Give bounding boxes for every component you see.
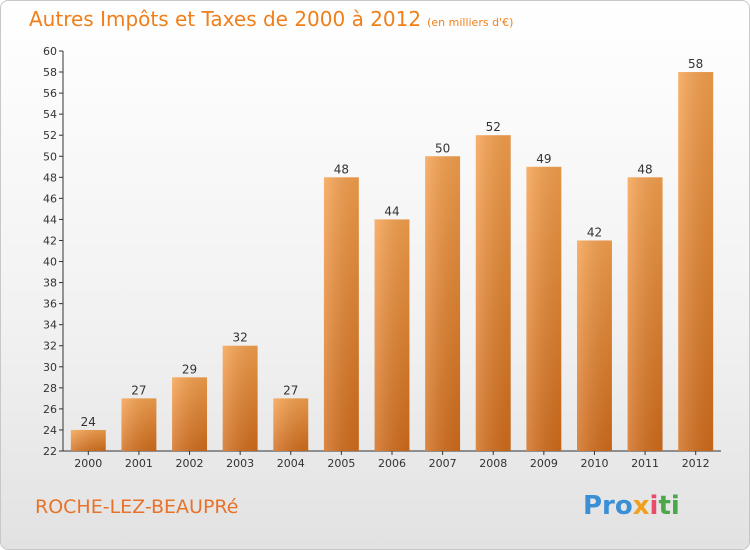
bar-value-label: 44 bbox=[384, 204, 399, 218]
x-tick-label: 2000 bbox=[74, 457, 102, 470]
bar-shade bbox=[70, 429, 106, 451]
town-name: ROCHE-LEZ-BEAUPRé bbox=[35, 496, 239, 518]
data-labels: 24 27 29 32 27 48 44 50 52 49 42 48 58 bbox=[81, 57, 704, 429]
x-tick-label: 2003 bbox=[226, 457, 254, 470]
x-tick-label: 2005 bbox=[327, 457, 355, 470]
x-tick-label: 2009 bbox=[530, 457, 558, 470]
chart-title-unit: (en milliers d'€) bbox=[427, 16, 514, 29]
bar-shade bbox=[627, 177, 663, 451]
y-tick-label: 22 bbox=[43, 445, 57, 458]
logo-part-3: i bbox=[649, 491, 659, 521]
y-tick-label: 50 bbox=[43, 150, 57, 163]
bar-value-label: 32 bbox=[233, 331, 248, 345]
bar-shade bbox=[526, 166, 562, 451]
y-tick-label: 28 bbox=[43, 382, 57, 395]
bar-shade bbox=[323, 177, 359, 451]
x-tick-label: 2010 bbox=[580, 457, 608, 470]
bar-shade bbox=[425, 156, 461, 451]
bar-shade bbox=[273, 398, 309, 451]
bar-shade bbox=[678, 72, 714, 451]
x-tick-label: 2008 bbox=[479, 457, 507, 470]
bar-value-label: 50 bbox=[435, 141, 450, 155]
logo-part-2: x bbox=[632, 491, 650, 521]
chart-title: Autres Impôts et Taxes de 2000 à 2012 (en… bbox=[29, 7, 513, 31]
chart-title-main: Autres Impôts et Taxes de 2000 à 2012 bbox=[29, 7, 422, 31]
y-tick-label: 44 bbox=[43, 213, 57, 226]
x-tick-label: 2007 bbox=[429, 457, 457, 470]
bar-value-label: 48 bbox=[637, 162, 652, 176]
bar-shade bbox=[222, 345, 258, 451]
bar-value-label: 29 bbox=[182, 362, 197, 376]
y-tick-label: 56 bbox=[43, 87, 57, 100]
y-tick-label: 38 bbox=[43, 277, 57, 290]
x-axis: 2000 2001 2002 2003 2004 2005 2006 2007 2008 2009… bbox=[63, 450, 721, 470]
y-tick-label: 42 bbox=[43, 234, 57, 247]
y-tick-label: 34 bbox=[43, 319, 57, 332]
bar-value-label: 42 bbox=[587, 225, 602, 239]
y-tick-label: 54 bbox=[43, 108, 57, 121]
bar-shade bbox=[475, 135, 511, 452]
y-tick-label: 30 bbox=[43, 361, 57, 374]
x-tick-label: 2012 bbox=[682, 457, 710, 470]
y-tick-label: 60 bbox=[43, 45, 57, 58]
y-tick-label: 46 bbox=[43, 192, 57, 205]
logo-part-1: Pro bbox=[583, 491, 633, 521]
x-tick-label: 2006 bbox=[378, 457, 406, 470]
y-tick-label: 40 bbox=[43, 256, 57, 269]
y-tick-label: 52 bbox=[43, 129, 57, 142]
bar-shade bbox=[576, 240, 612, 451]
x-tick-label: 2001 bbox=[125, 457, 153, 470]
bar-value-label: 49 bbox=[536, 152, 551, 166]
y-tick-label: 24 bbox=[43, 424, 57, 437]
bar-shade bbox=[374, 219, 410, 451]
proxiti-logo[interactable]: Proxiti bbox=[583, 491, 680, 521]
x-tick-label: 2002 bbox=[176, 457, 204, 470]
bars bbox=[70, 72, 714, 452]
bar-value-label: 52 bbox=[486, 120, 501, 134]
bar-value-label: 27 bbox=[131, 383, 146, 397]
y-tick-label: 58 bbox=[43, 66, 57, 79]
x-tick-label: 2011 bbox=[631, 457, 659, 470]
bar-shade bbox=[172, 377, 208, 451]
y-tick-label: 36 bbox=[43, 298, 57, 311]
bar-value-label: 48 bbox=[334, 162, 349, 176]
y-tick-label: 26 bbox=[43, 403, 57, 416]
x-tick-label: 2004 bbox=[277, 457, 305, 470]
y-axis: 22 24 26 28 30 32 34 36 38 40 42 44 46 48 50 52 54 56 58 60 bbox=[43, 45, 64, 458]
y-tick-label: 48 bbox=[43, 171, 57, 184]
bar-shade bbox=[121, 398, 157, 451]
logo-part-4: ti bbox=[658, 491, 680, 521]
bar-value-label: 24 bbox=[81, 415, 96, 429]
bar-value-label: 27 bbox=[283, 383, 298, 397]
bar-value-label: 58 bbox=[688, 57, 703, 71]
y-tick-label: 32 bbox=[43, 340, 57, 353]
